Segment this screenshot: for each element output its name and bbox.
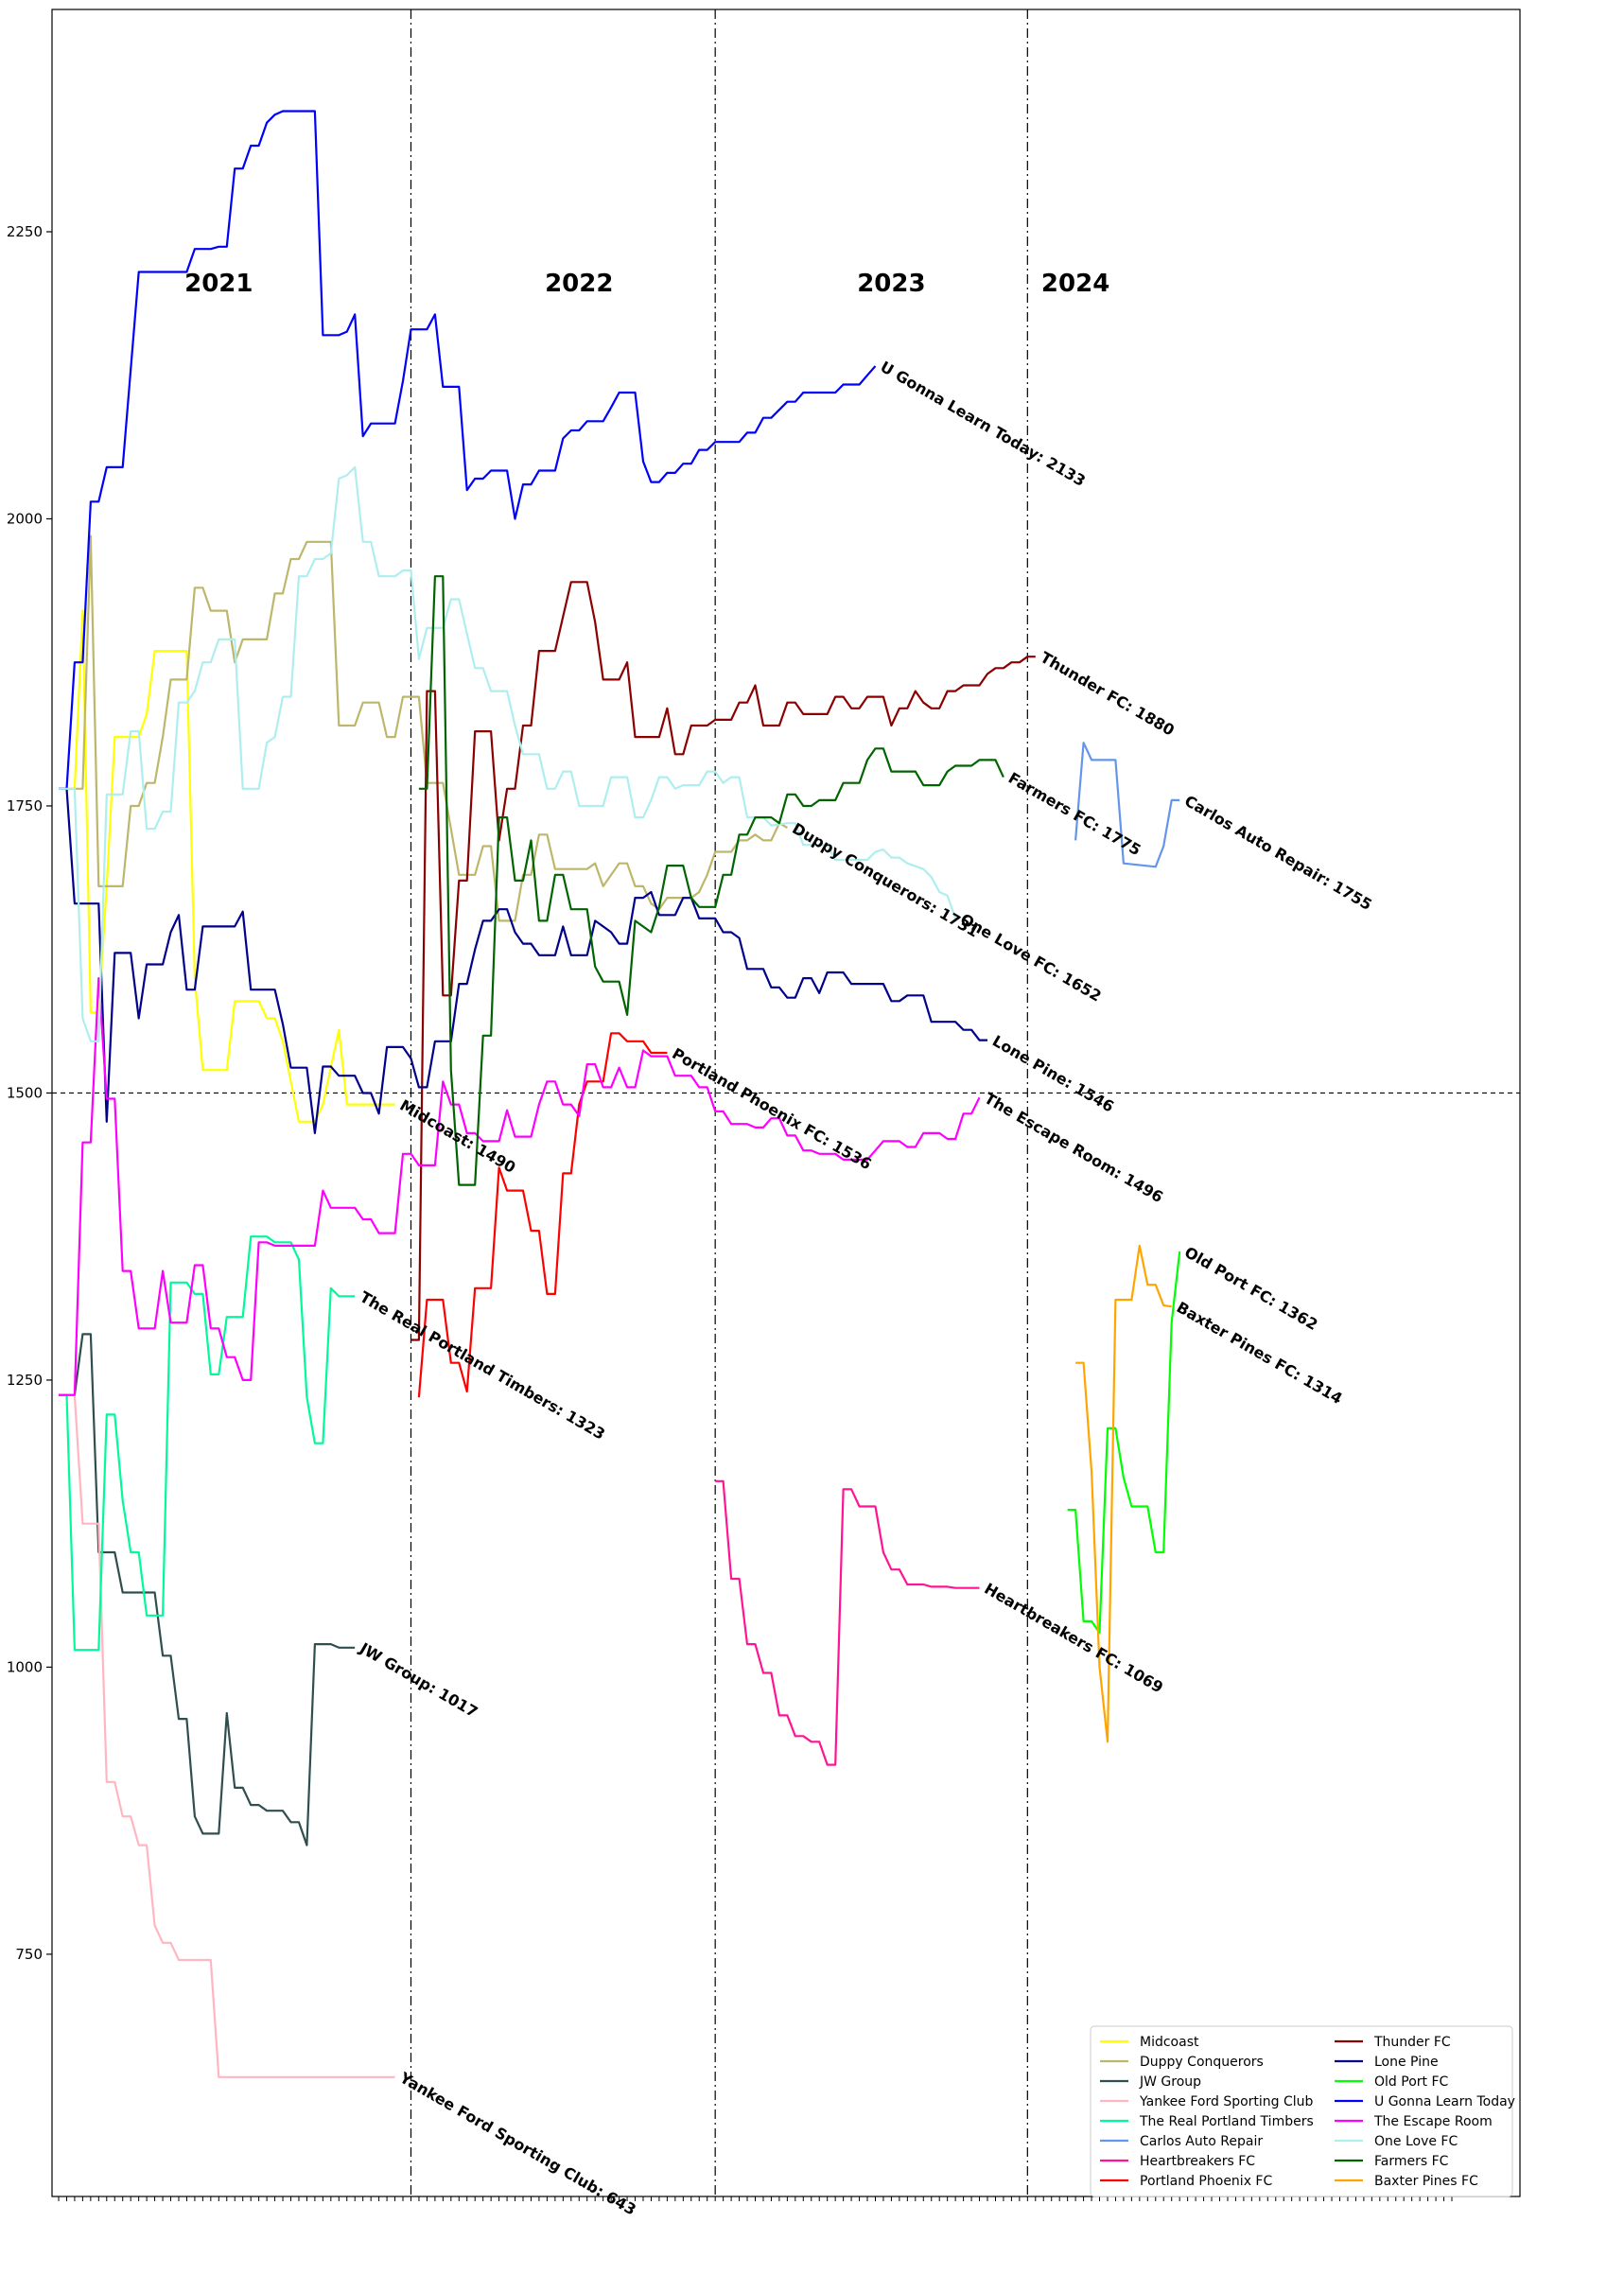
y-tick-label: 1250 (7, 1372, 43, 1389)
series-end-label: Portland Phoenix FC: 1536 (669, 1044, 874, 1173)
legend-label: Lone Pine (1374, 2055, 1439, 2070)
legend-item: Portland Phoenix FC (1100, 2174, 1272, 2189)
series-line (59, 534, 788, 922)
series-end-label: Duppy Conquerors: 1731 (789, 819, 982, 941)
series-end-label: Baxter Pines FC: 1314 (1174, 1298, 1346, 1408)
legend-label: Thunder FC (1373, 2035, 1451, 2050)
legend-item: Thunder FC (1335, 2035, 1451, 2050)
y-axis-ticks: 750 1000 1250 1500 1750 2000 2250 (7, 223, 52, 1963)
series-line (417, 1032, 668, 1398)
series-line (59, 1393, 395, 2078)
year-label: 2022 (545, 270, 613, 298)
legend-item: One Love FC (1335, 2134, 1458, 2149)
legend: Midcoast Duppy Conquerors JW Group Yankee F… (1090, 2025, 1515, 2197)
series-end-label: The Escape Room: 1496 (982, 1089, 1167, 1206)
series-line (1067, 1251, 1181, 1635)
legend-item: Baxter Pines FC (1335, 2174, 1478, 2189)
series-lines (59, 110, 1181, 2078)
year-label: 2023 (857, 270, 925, 298)
series-line (410, 581, 1036, 1341)
series-line (59, 1235, 356, 1652)
plot-frame (51, 9, 1521, 2197)
series-end-label: JW Group: 1017 (356, 1638, 480, 1721)
legend-item: Lone Pine (1335, 2055, 1439, 2070)
legend-label: Old Port FC (1374, 2074, 1449, 2090)
series-line (1074, 742, 1180, 868)
legend-label: U Gonna Learn Today (1374, 2094, 1515, 2109)
legend-label: JW Group (1139, 2074, 1201, 2090)
series-line (59, 609, 395, 1123)
series-end-label: Thunder FC: 1880 (1038, 648, 1178, 739)
series-end-label: Farmers FC: 1775 (1005, 769, 1144, 860)
year-label: 2024 (1041, 270, 1109, 298)
reference-lines (52, 9, 1520, 2196)
legend-item: Old Port FC (1335, 2074, 1449, 2090)
legend-label: The Escape Room (1373, 2114, 1493, 2129)
year-labels: 2021 2022 2023 2024 (184, 270, 1109, 298)
series-line (59, 977, 981, 1396)
legend-item: Farmers FC (1335, 2154, 1449, 2169)
legend-label: Duppy Conquerors (1140, 2055, 1264, 2070)
series-end-label: U Gonna Learn Today: 2133 (877, 358, 1088, 490)
legend-label: Yankee Ford Sporting Club (1139, 2094, 1314, 2109)
x-axis-ticks (58, 2196, 1453, 2201)
legend-label: Carlos Auto Repair (1140, 2134, 1263, 2149)
legend-label: Farmers FC (1374, 2154, 1449, 2169)
legend-item: Duppy Conquerors (1100, 2055, 1264, 2070)
legend-label: The Real Portland Timbers (1139, 2114, 1314, 2129)
y-tick-label: 2000 (7, 510, 43, 527)
legend-label: Midcoast (1140, 2035, 1199, 2050)
legend-item: U Gonna Learn Today (1335, 2094, 1515, 2109)
legend-item: Carlos Auto Repair (1100, 2134, 1263, 2149)
series-line (715, 1479, 980, 1766)
legend-item: Yankee Ford Sporting Club (1100, 2094, 1314, 2109)
legend-item: The Escape Room (1335, 2114, 1493, 2129)
legend-box (1090, 2025, 1513, 2197)
legend-item: The Real Portland Timbers (1100, 2114, 1314, 2129)
legend-label: Heartbreakers FC (1140, 2154, 1255, 2169)
y-tick-label: 2250 (7, 223, 43, 240)
y-tick-label: 750 (15, 1946, 43, 1963)
y-tick-label: 1000 (7, 1658, 43, 1675)
series-line (1075, 1244, 1172, 1743)
legend-label: Baxter Pines FC (1374, 2174, 1478, 2189)
y-tick-label: 1500 (7, 1084, 43, 1101)
legend-item: Heartbreakers FC (1100, 2154, 1255, 2169)
series-end-label: Carlos Auto Repair: 1755 (1181, 792, 1375, 914)
series-line (59, 787, 987, 1134)
series-line (59, 110, 877, 790)
plot-border (51, 9, 1521, 2197)
series-line (418, 575, 1004, 1186)
legend-label: One Love FC (1374, 2134, 1458, 2149)
legend-item: JW Group (1100, 2074, 1201, 2090)
year-label: 2021 (184, 270, 253, 298)
legend-item: Midcoast (1100, 2035, 1199, 2050)
series-end-label: The Real Portland Timbers: 1323 (357, 1287, 608, 1443)
series-line (59, 465, 957, 1042)
series-line (59, 1333, 356, 1846)
y-tick-label: 1750 (7, 797, 43, 814)
series-end-label: Heartbreakers FC: 1069 (982, 1580, 1167, 1697)
legend-label: Portland Phoenix FC (1140, 2174, 1272, 2189)
series-end-label: One Love FC: 1652 (957, 910, 1105, 1006)
